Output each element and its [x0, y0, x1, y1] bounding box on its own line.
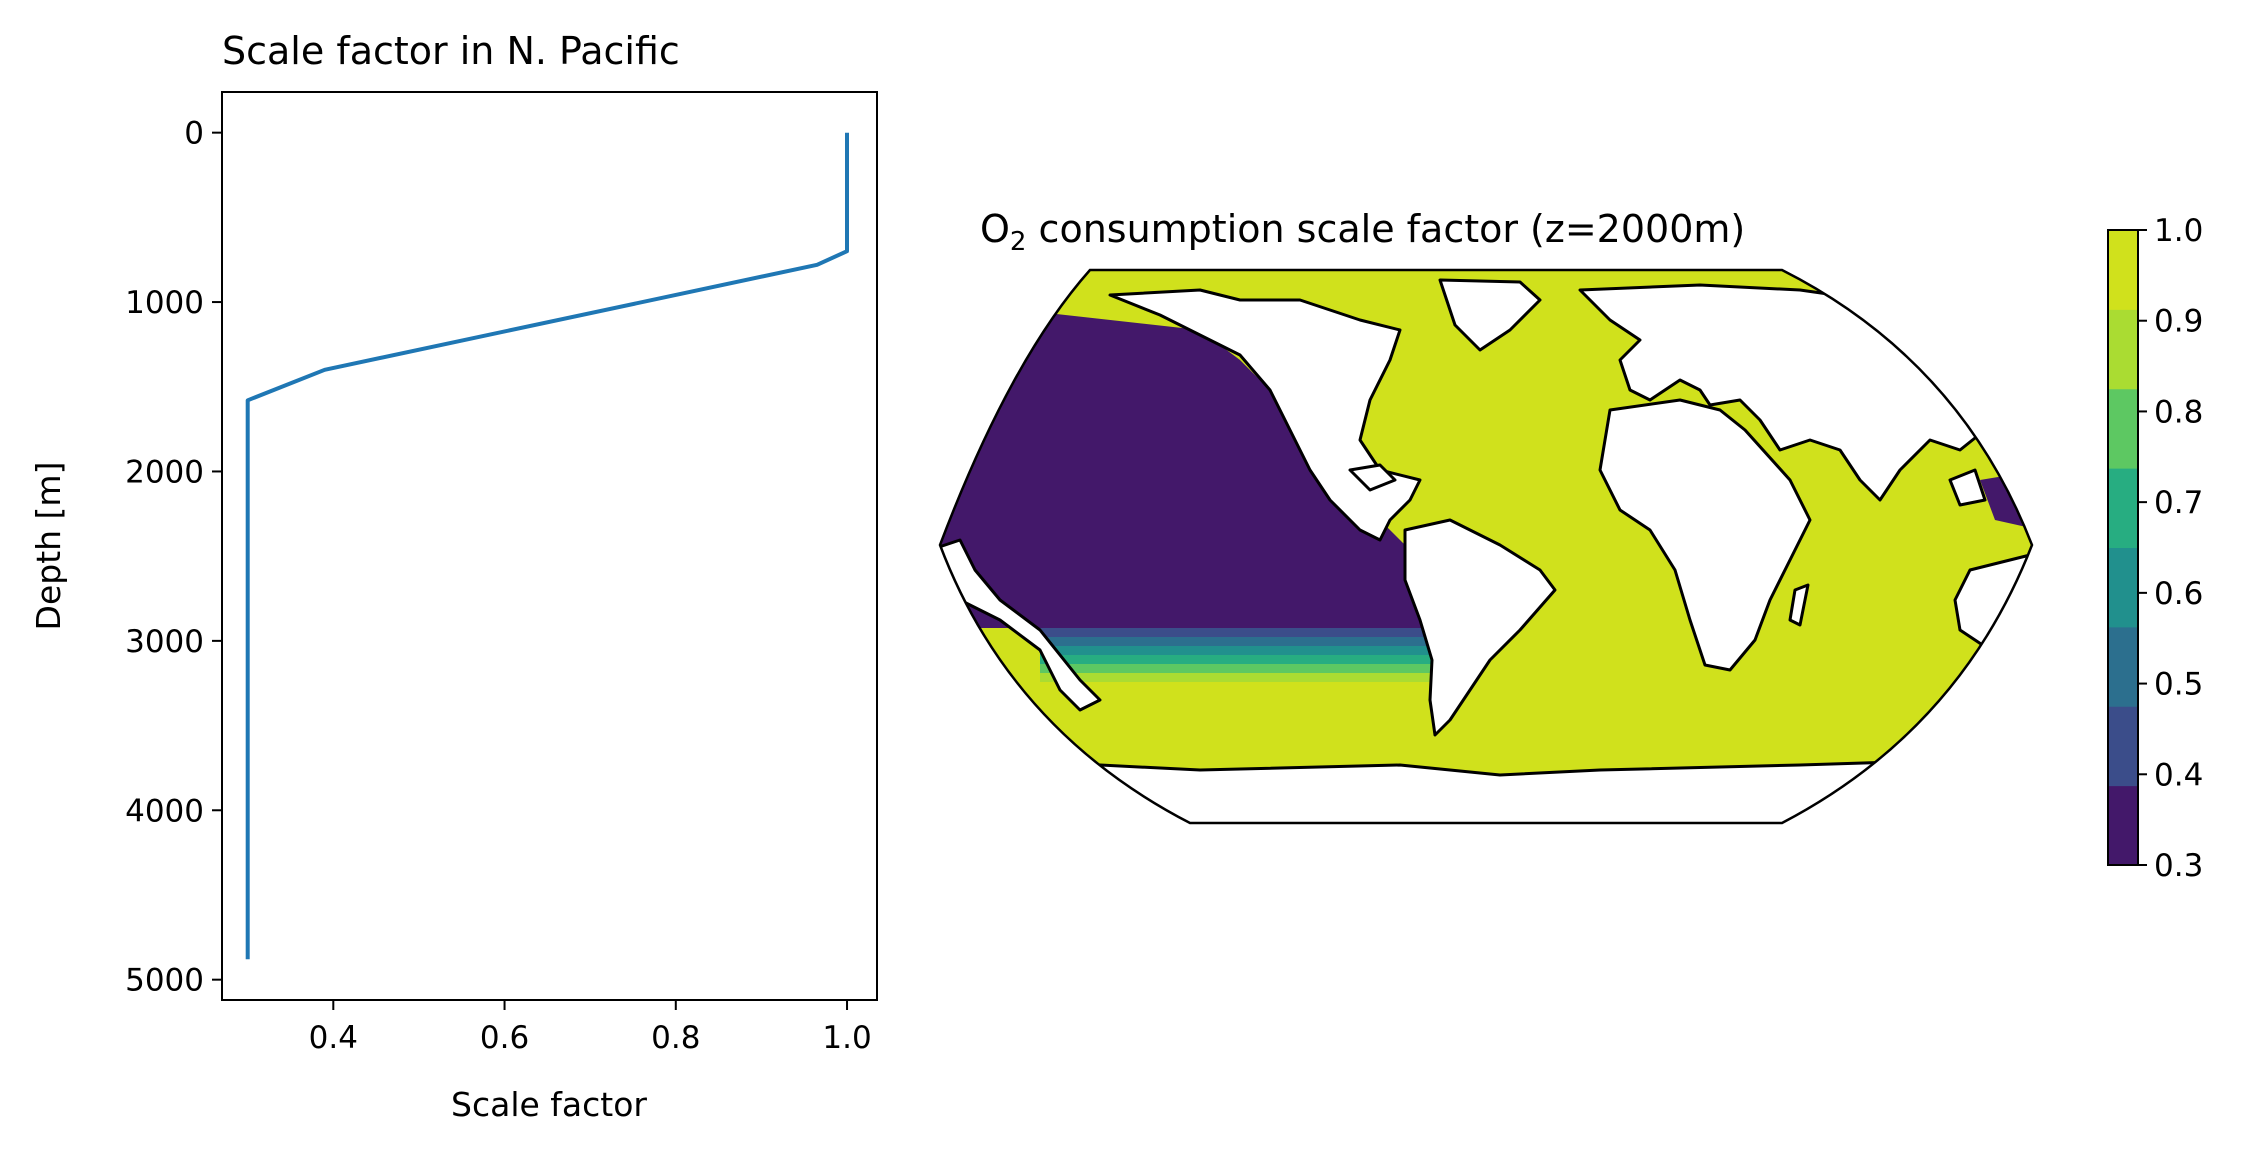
- south-america: [1403, 518, 1557, 737]
- se-asia-islands: [1948, 468, 1987, 507]
- x-axis-ticks: 0.4 0.6 0.8 1.0: [309, 1000, 872, 1056]
- map-body: [940, 270, 2032, 823]
- x-axis-label: Scale factor: [451, 1085, 647, 1124]
- colorbar-swatch: [2108, 388, 2138, 469]
- x-tick-label: 0.8: [651, 1020, 700, 1056]
- north-america: [1108, 288, 1422, 542]
- y-tick-label: 5000: [125, 963, 204, 999]
- map-title-subscript: 2: [1010, 227, 1027, 257]
- map-title-rest: consumption scale factor (z=2000m): [1026, 207, 1745, 251]
- colorbar-swatch: [2108, 309, 2138, 390]
- right-map-panel: O2 consumption scale factor (z=2000m): [938, 207, 2203, 884]
- band-0-4: [1040, 628, 1440, 637]
- colorbar-tick-label: 0.4: [2154, 757, 2203, 793]
- madagascar: [1788, 583, 1810, 627]
- colorbar-tick-label: 0.8: [2154, 394, 2203, 430]
- band-0-6: [1040, 646, 1440, 655]
- y-tick-label: 2000: [125, 454, 204, 490]
- series-line-scale-factor: [245, 132, 849, 960]
- colorbar-swatch: [2108, 785, 2138, 866]
- colorbar-tick-label: 0.3: [2154, 848, 2203, 884]
- colorbar-tick-label: 1.0: [2154, 213, 2203, 249]
- left-chart-title: Scale factor in N. Pacific: [222, 29, 680, 73]
- colorbar-swatch: [2108, 706, 2138, 787]
- y-tick-label: 1000: [125, 285, 204, 321]
- map-title: O2 consumption scale factor (z=2000m): [980, 207, 1745, 257]
- y-tick-label: 0: [184, 116, 204, 152]
- y-tick-label: 4000: [125, 793, 204, 829]
- y-axis-label: Depth [m]: [29, 462, 68, 631]
- x-tick-label: 1.0: [822, 1020, 871, 1056]
- x-tick-label: 0.6: [480, 1020, 529, 1056]
- colorbar-swatches: [2108, 230, 2138, 866]
- africa: [1598, 398, 1812, 672]
- colorbar-tick-label: 0.7: [2154, 485, 2203, 521]
- caribbean: [1348, 463, 1397, 492]
- y-axis-ticks: 0 1000 2000 3000 4000 5000: [125, 116, 222, 999]
- y-tick-label: 3000: [125, 624, 204, 660]
- colorbar-tick-label: 0.5: [2154, 667, 2203, 703]
- band-0-8: [1040, 664, 1440, 673]
- band-0-5: [1040, 637, 1440, 646]
- band-0-9: [1040, 673, 1440, 682]
- pacific-low-region: [940, 300, 1440, 628]
- colorbar-swatch: [2108, 230, 2138, 310]
- colorbar-ticks: 0.3 0.4 0.5 0.6 0.7 0.8 0.9 1.0: [2138, 213, 2203, 884]
- colorbar: 0.3 0.4 0.5 0.6 0.7 0.8 0.9 1.0: [2107, 213, 2203, 884]
- colorbar-swatch: [2108, 468, 2138, 548]
- left-axes-frame: [221, 91, 878, 1001]
- left-line-chart: Scale factor in N. Pacific 0.4 0.6 0.8 1.0 …: [29, 29, 878, 1124]
- greenland: [1438, 278, 1542, 352]
- x-tick-label: 0.4: [309, 1020, 358, 1056]
- colorbar-swatch: [2108, 626, 2138, 707]
- colorbar-frame: [2107, 229, 2139, 866]
- colorbar-tick-label: 0.9: [2154, 304, 2203, 340]
- band-0-7: [1040, 655, 1440, 664]
- colorbar-tick-label: 0.6: [2154, 576, 2203, 612]
- map-title-o: O: [980, 207, 1010, 251]
- colorbar-swatch: [2108, 547, 2138, 628]
